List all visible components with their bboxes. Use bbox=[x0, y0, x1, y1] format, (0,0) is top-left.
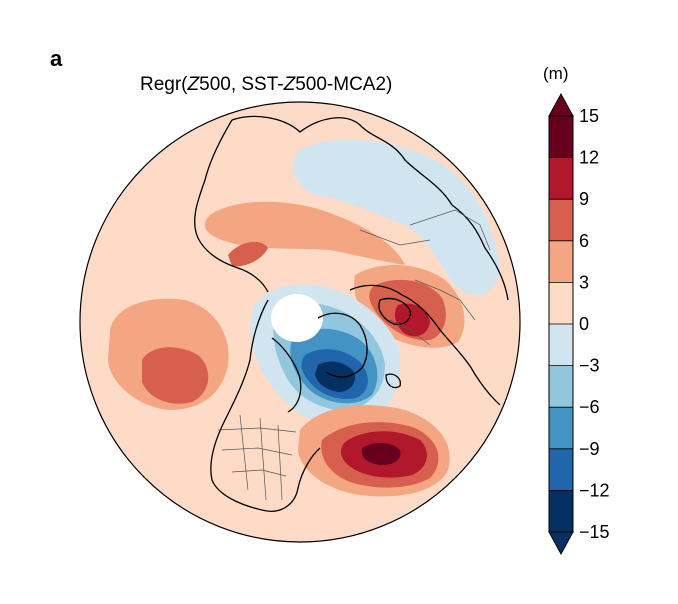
colorbar-units: (m) bbox=[543, 64, 569, 83]
colorbar-segment bbox=[549, 365, 573, 408]
border-europe-2 bbox=[389, 319, 431, 346]
border-na-3 bbox=[231, 469, 287, 477]
title-suffix: 500-MCA2) bbox=[295, 74, 393, 95]
colorbar-segment bbox=[549, 240, 573, 283]
border-na-5 bbox=[259, 417, 267, 501]
map-title: Regr(Z500, SST-Z500-MCA2) bbox=[140, 74, 460, 96]
colorbar-tick-label: −9 bbox=[579, 439, 600, 459]
contour-europe-pos9 bbox=[394, 303, 430, 337]
title-mid: 500, SST- bbox=[199, 74, 284, 95]
colorbar-tick-label: 12 bbox=[579, 148, 599, 168]
north-america-coast bbox=[210, 299, 321, 512]
colorbar-segment bbox=[549, 407, 573, 449]
iceland-coast bbox=[385, 373, 401, 389]
contour-asia-pos6 bbox=[228, 241, 268, 267]
eurasia-north-coast bbox=[231, 115, 509, 301]
border-asia-1 bbox=[409, 209, 491, 251]
colorbar-tick-label: −12 bbox=[579, 480, 610, 500]
colorbar-tick-label: 6 bbox=[579, 231, 589, 251]
contour-atlantic-pos12 bbox=[361, 442, 401, 466]
border-na-4 bbox=[239, 414, 249, 491]
contour-asia-pos3 bbox=[204, 201, 405, 265]
colorbar: 15 12 9 6 3 0 −3 −6 −9 −12 −15 bbox=[548, 92, 610, 556]
colorbar-segment bbox=[549, 199, 573, 241]
anomaly-field bbox=[80, 102, 520, 542]
contour-siberia-neg3 bbox=[292, 139, 500, 295]
europe-coast bbox=[349, 284, 501, 406]
globe-outline bbox=[79, 101, 521, 543]
colorbar-segment bbox=[549, 490, 573, 532]
border-na-2 bbox=[221, 447, 293, 456]
scandinavia-coast bbox=[378, 297, 411, 326]
coastlines bbox=[194, 115, 509, 512]
colorbar-tick-label: −3 bbox=[579, 356, 600, 376]
colorbar-segment bbox=[549, 157, 573, 200]
colorbar-extend-bottom bbox=[548, 531, 574, 556]
hudson-bay-coast bbox=[271, 337, 302, 413]
title-var2: Z bbox=[283, 74, 296, 95]
borders bbox=[217, 209, 491, 501]
colorbar-segment bbox=[549, 116, 573, 158]
colorbar-segment bbox=[549, 282, 573, 324]
bering-coast bbox=[237, 267, 269, 293]
title-var1: Z bbox=[187, 74, 200, 95]
asia-east-coast bbox=[194, 119, 239, 269]
greenland-coast bbox=[317, 312, 368, 378]
contour-pacific-pos6 bbox=[142, 347, 209, 404]
colorbar-tick-label: 3 bbox=[579, 272, 589, 292]
pole-missing-region bbox=[271, 294, 323, 342]
title-prefix: Regr( bbox=[140, 74, 188, 95]
colorbar-tick-label: −6 bbox=[579, 397, 600, 417]
colorbar-extend-top bbox=[548, 92, 574, 117]
colorbar-tick-label: −15 bbox=[579, 522, 610, 542]
border-asia-2 bbox=[359, 229, 431, 246]
colorbar-segment bbox=[549, 448, 573, 491]
border-na-6 bbox=[277, 424, 283, 501]
colorbar-tick-label: 9 bbox=[579, 189, 589, 209]
border-na-1 bbox=[217, 427, 297, 433]
border-europe-1 bbox=[414, 279, 476, 321]
panel-label: a bbox=[50, 46, 63, 71]
colorbar-segment bbox=[549, 324, 573, 366]
colorbar-tick-label: 0 bbox=[579, 314, 589, 334]
colorbar-tick-label: 15 bbox=[579, 106, 599, 126]
